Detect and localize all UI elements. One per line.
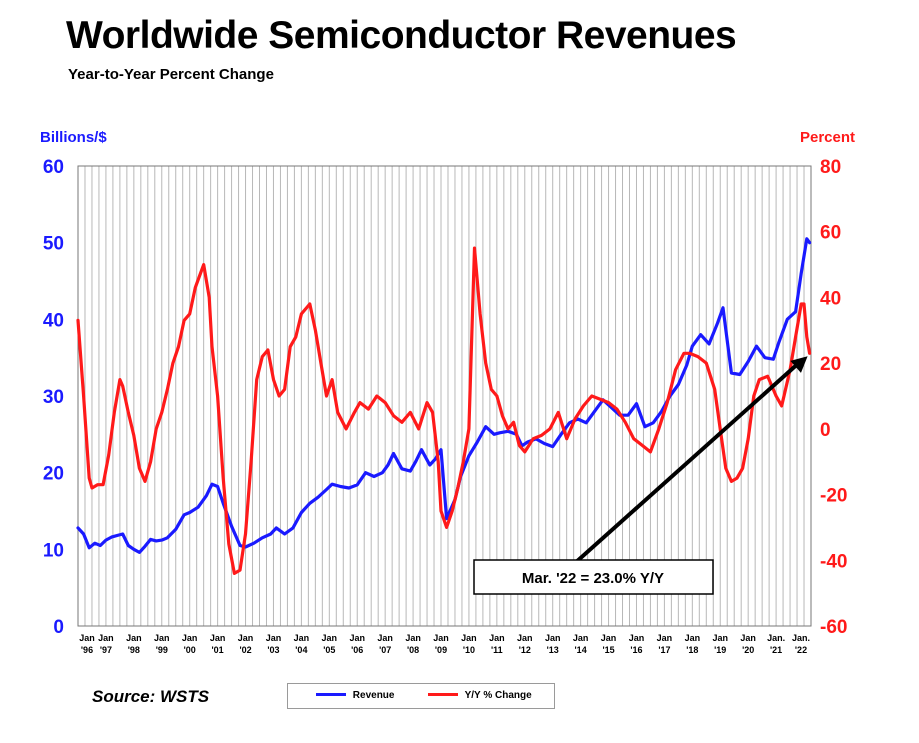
left-tick-label: 40 [43, 310, 64, 331]
x-tick-year: '01 [212, 645, 224, 655]
x-tick-year: '08 [407, 645, 419, 655]
right-tick-label: 40 [820, 288, 841, 309]
x-tick-year: '05 [323, 645, 335, 655]
x-tick-year: '02 [239, 645, 251, 655]
x-tick-year: '03 [267, 645, 279, 655]
x-tick-month: Jan [712, 633, 728, 643]
x-tick-month: Jan [489, 633, 505, 643]
x-tick-year: '13 [547, 645, 559, 655]
x-tick-month: Jan [238, 633, 254, 643]
x-tick-year: '15 [602, 645, 614, 655]
x-tick-month: Jan [377, 633, 393, 643]
x-tick-year: '04 [295, 645, 307, 655]
right-tick-label: 20 [820, 354, 841, 375]
x-tick-year: '11 [491, 645, 503, 655]
x-tick-month: Jan [182, 633, 198, 643]
x-tick-year: '99 [156, 645, 168, 655]
plot-frame [77, 165, 812, 627]
right-axis-title: Percent [800, 129, 855, 146]
x-tick-year: '10 [463, 645, 475, 655]
x-tick-year: '14 [575, 645, 587, 655]
x-tick-year: '20 [742, 645, 754, 655]
legend-label-yoy: Y/Y % Change [464, 690, 532, 701]
left-tick-label: 50 [43, 234, 64, 255]
x-tick-year: '07 [379, 645, 391, 655]
source-note: Source: WSTS [92, 687, 210, 706]
right-tick-label: 0 [820, 420, 831, 441]
chart-title: Worldwide Semiconductor Revenues [66, 14, 737, 57]
x-tick-year: '97 [100, 645, 112, 655]
x-tick-month: Jan [545, 633, 561, 643]
left-axis-title: Billions/$ [40, 129, 107, 146]
right-tick-label: 80 [820, 157, 841, 178]
annotation-arrowhead [790, 356, 808, 373]
x-tick-year: '09 [435, 645, 447, 655]
chart-subtitle: Year-to-Year Percent Change [68, 66, 274, 83]
left-tick-label: 10 [43, 540, 64, 561]
x-tick-month: Jan [740, 633, 756, 643]
revenue-series-line [76, 237, 812, 555]
x-tick-month: Jan. [792, 633, 810, 643]
left-tick-label: 0 [53, 617, 64, 638]
x-tick-month: Jan [601, 633, 617, 643]
legend-item-yoy: Y/Y % Change [428, 689, 532, 703]
legend: Revenue Y/Y % Change [287, 683, 555, 709]
right-tick-label: 60 [820, 223, 841, 244]
annotation-label: Mar. '22 = 23.0% Y/Y [522, 570, 664, 587]
left-tick-label: 60 [43, 157, 64, 178]
annotation-arrow-line [573, 360, 801, 565]
x-tick-year: '06 [351, 645, 363, 655]
x-tick-month: Jan [79, 633, 95, 643]
x-tick-month: Jan [657, 633, 673, 643]
legend-label-revenue: Revenue [352, 690, 395, 701]
legend-item-revenue: Revenue [316, 689, 394, 703]
x-tick-month: Jan [685, 633, 701, 643]
x-tick-month: Jan [517, 633, 533, 643]
x-tick-year: '18 [686, 645, 698, 655]
x-tick-month: Jan [210, 633, 226, 643]
x-tick-month: Jan [154, 633, 170, 643]
right-tick-label: -40 [820, 551, 847, 572]
x-tick-month: Jan [266, 633, 282, 643]
x-tick-month: Jan [98, 633, 114, 643]
x-tick-month: Jan [322, 633, 338, 643]
x-tick-year: '96 [81, 645, 93, 655]
x-tick-month: Jan [294, 633, 310, 643]
x-tick-year: '22 [795, 645, 807, 655]
annotation-box [473, 559, 714, 595]
x-tick-year: '17 [658, 645, 670, 655]
x-tick-year: '00 [184, 645, 196, 655]
x-tick-month: Jan. [767, 633, 785, 643]
x-tick-year: '16 [630, 645, 642, 655]
x-tick-year: '21 [770, 645, 782, 655]
left-tick-label: 30 [43, 387, 64, 408]
x-tick-month: Jan [433, 633, 449, 643]
yoy-change-series-line [76, 246, 812, 576]
legend-swatch-yoy [428, 692, 458, 696]
x-tick-month: Jan [349, 633, 365, 643]
x-tick-month: Jan [126, 633, 142, 643]
x-tick-year: '12 [519, 645, 531, 655]
x-tick-year: '98 [128, 645, 140, 655]
legend-swatch-revenue [316, 692, 346, 696]
x-tick-month: Jan [405, 633, 421, 643]
left-tick-label: 20 [43, 464, 64, 485]
right-tick-label: -20 [820, 486, 847, 507]
x-tick-month: Jan [629, 633, 645, 643]
x-tick-year: '19 [714, 645, 726, 655]
right-tick-label: -60 [820, 617, 847, 638]
x-tick-month: Jan [573, 633, 589, 643]
x-tick-month: Jan [461, 633, 477, 643]
